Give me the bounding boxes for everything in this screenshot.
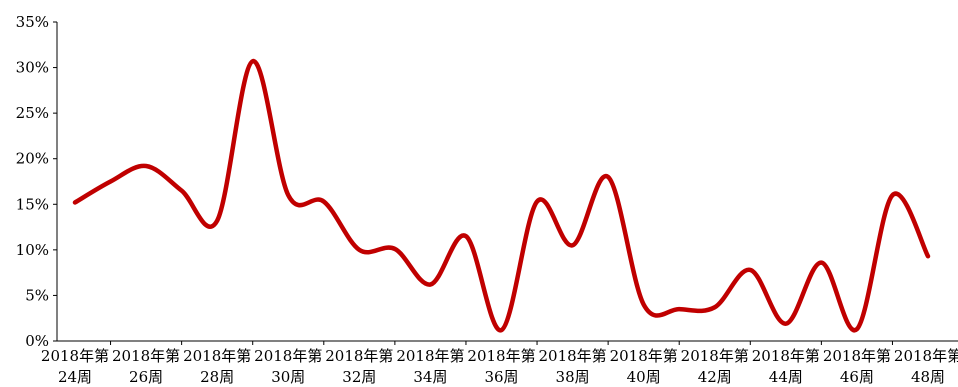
- y-tick-label: 15%: [16, 195, 49, 213]
- y-tick-label: 20%: [16, 150, 49, 168]
- x-tick-label: 2018年第 36周: [467, 347, 535, 386]
- x-tick-label: 2018年第 30周: [254, 347, 322, 386]
- x-tick-label: 2018年第 42周: [681, 347, 749, 386]
- x-tick-label: 2018年第 38周: [538, 347, 606, 386]
- series-layer: [72, 58, 931, 333]
- y-tick-label: 30%: [16, 59, 49, 77]
- x-tick-label: 2018年第 40周: [610, 347, 678, 386]
- x-tick-label: 2018年第 28周: [183, 347, 251, 386]
- x-tick-label: 2018年第 24周: [41, 347, 109, 386]
- y-tick-label: 35%: [16, 13, 49, 31]
- x-tick-label: 2018年第 26周: [112, 347, 180, 386]
- x-tick-label: 2018年第 46周: [823, 347, 891, 386]
- y-tick-label: 10%: [16, 241, 49, 259]
- y-tick-label: 5%: [25, 286, 49, 304]
- y-tick-label: 0%: [25, 332, 49, 350]
- series-line: [72, 58, 931, 333]
- x-tick-label: 2018年第 32周: [325, 347, 393, 386]
- y-tick-label: 25%: [16, 104, 49, 122]
- x-tick-label: 2018年第 44周: [752, 347, 820, 386]
- x-tick-label: 2018年第 34周: [396, 347, 464, 386]
- y-axis: 0% 5% 10% 15% 20% 25% 30% 35%: [16, 13, 58, 350]
- x-tick-label: 2018年第 48周: [894, 347, 958, 386]
